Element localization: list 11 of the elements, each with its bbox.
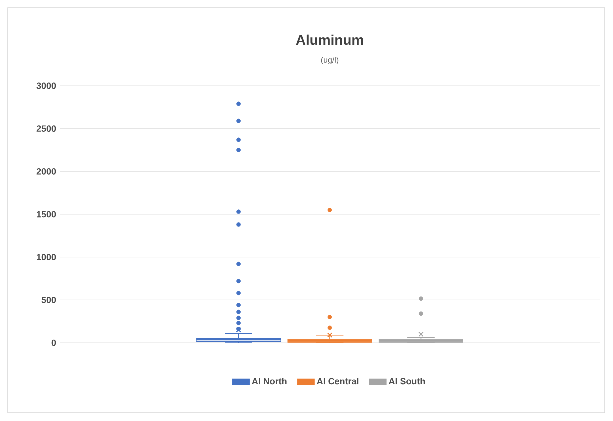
y-tick-label: 2000	[36, 168, 56, 175]
y-tick-label: 500	[42, 296, 56, 304]
legend-label: Al North	[252, 378, 287, 385]
chart-title: Aluminum	[296, 34, 364, 46]
legend-label: Al Central	[317, 378, 359, 385]
legend-label: Al South	[389, 378, 426, 385]
y-tick-label: 1500	[37, 211, 56, 218]
y-tick-label: 3000	[36, 82, 56, 90]
y-tick-label: 1000	[37, 254, 56, 261]
y-tick-label: 0	[52, 340, 56, 346]
y-tick-label: 2500	[36, 126, 56, 132]
